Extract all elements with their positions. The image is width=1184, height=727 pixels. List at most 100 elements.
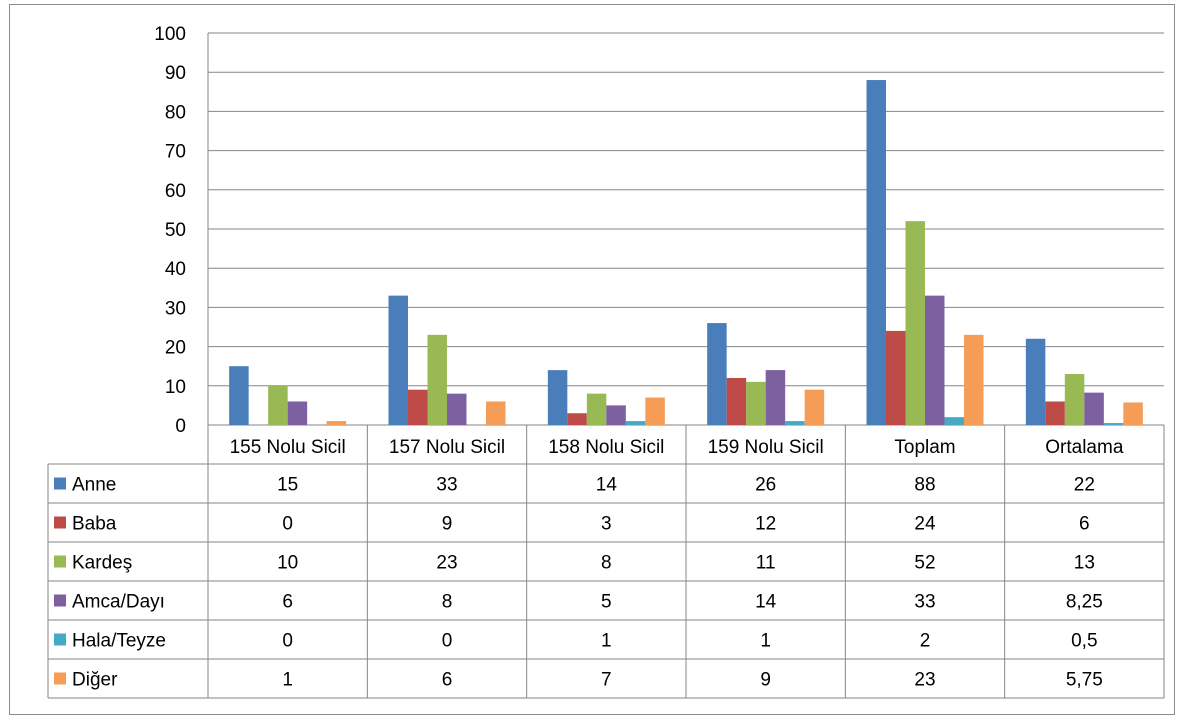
- data-label-2-6: 6: [1079, 514, 1090, 535]
- bar-6-6: [1123, 402, 1143, 425]
- data-label-4-2: 8: [442, 592, 453, 613]
- category-label-1: 155 Nolu Sicil: [230, 437, 346, 458]
- data-label-4-4: 14: [755, 592, 777, 613]
- bar-1-2: [388, 295, 408, 425]
- data-label-2-5: 24: [914, 514, 936, 535]
- bar-5-4: [785, 421, 805, 425]
- bar-6-1: [326, 421, 347, 425]
- bar-4-5: [925, 295, 945, 425]
- bar-3-6: [1064, 374, 1085, 425]
- data-label-5-1: 0: [282, 631, 293, 652]
- bar-3-4: [746, 381, 766, 425]
- data-label-1-5: 88: [914, 475, 935, 496]
- legend-label-6: Diğer: [72, 670, 118, 691]
- bar-1-3: [547, 370, 568, 425]
- bar-3-3: [586, 393, 607, 425]
- bar-5-3: [625, 421, 646, 425]
- data-label-3-2: 23: [436, 553, 457, 574]
- bar-6-4: [804, 389, 825, 425]
- data-label-5-6: 0,5: [1071, 631, 1097, 652]
- category-label-4: 159 Nolu Sicil: [708, 437, 824, 458]
- data-label-5-5: 2: [920, 631, 931, 652]
- data-label-1-3: 14: [596, 475, 618, 496]
- bar-2-5: [886, 330, 906, 425]
- legend-label-3: Kardeş: [72, 553, 132, 574]
- bar-3-2: [427, 334, 447, 425]
- data-label-6-2: 6: [442, 670, 453, 691]
- legend-label-2: Baba: [72, 514, 117, 535]
- legend-label-1: Anne: [72, 475, 116, 496]
- category-label-5: Toplam: [894, 437, 955, 458]
- data-label-6-4: 9: [760, 670, 771, 691]
- y-tick-label-5: 50: [165, 220, 186, 241]
- y-tick-label-1: 10: [165, 377, 186, 398]
- bar-6-5: [964, 334, 984, 425]
- bar-4-6: [1084, 392, 1104, 425]
- data-label-6-6: 5,75: [1066, 670, 1103, 691]
- bar-1-6: [1025, 338, 1046, 425]
- category-label-2: 157 Nolu Sicil: [389, 437, 505, 458]
- y-tick-label-4: 40: [165, 259, 186, 280]
- data-label-1-4: 26: [755, 475, 776, 496]
- bar-3-1: [268, 385, 288, 425]
- bar-2-4: [726, 377, 747, 425]
- y-tick-label-10: 100: [154, 24, 186, 45]
- y-tick-label-8: 80: [165, 102, 186, 123]
- data-label-3-4: 11: [756, 553, 776, 574]
- data-label-3-3: 8: [601, 553, 612, 574]
- bar-2-2: [408, 389, 428, 425]
- y-tick-label-6: 60: [165, 181, 186, 202]
- bar-5-5: [944, 417, 964, 425]
- data-label-4-5: 33: [914, 592, 935, 613]
- data-label-1-1: 15: [277, 475, 298, 496]
- data-label-4-1: 6: [282, 592, 293, 613]
- data-label-2-4: 12: [755, 514, 776, 535]
- legend-label-4: Amca/Dayı: [72, 592, 165, 613]
- category-label-6: Ortalama: [1045, 437, 1124, 458]
- y-tick-label-2: 20: [165, 338, 186, 359]
- data-label-5-2: 0: [442, 631, 453, 652]
- data-label-6-3: 7: [601, 670, 612, 691]
- legend-label-5: Hala/Teyze: [72, 631, 166, 652]
- bar-2-3: [567, 413, 587, 425]
- data-label-5-3: 1: [601, 631, 612, 652]
- bar-2-6: [1045, 401, 1065, 425]
- y-tick-label-9: 90: [165, 63, 186, 84]
- data-label-6-5: 23: [914, 670, 935, 691]
- bar-6-2: [486, 401, 506, 425]
- bar-6-3: [645, 397, 665, 425]
- bar-4-2: [447, 393, 467, 425]
- data-label-6-1: 1: [282, 670, 293, 691]
- bar-1-4: [707, 323, 727, 425]
- data-label-2-3: 3: [601, 514, 612, 535]
- chart-frame: [9, 4, 1175, 715]
- legend-swatch-6: [54, 672, 66, 685]
- data-label-1-6: 22: [1074, 475, 1095, 496]
- bar-4-4: [765, 370, 786, 425]
- data-label-4-6: 8,25: [1066, 592, 1103, 613]
- bar-4-3: [606, 405, 626, 425]
- bar-1-5: [866, 80, 886, 425]
- data-label-1-2: 33: [436, 475, 457, 496]
- bar-5-6: [1103, 423, 1124, 425]
- bar-4-1: [287, 401, 308, 425]
- data-label-2-1: 0: [282, 514, 293, 535]
- data-label-5-4: 1: [760, 631, 771, 652]
- data-label-3-5: 52: [914, 553, 935, 574]
- bar-3-5: [905, 221, 925, 425]
- category-label-3: 158 Nolu Sicil: [548, 437, 664, 458]
- legend-swatch-3: [54, 555, 66, 568]
- data-label-2-2: 9: [442, 514, 453, 535]
- y-tick-label-0: 0: [175, 416, 186, 437]
- legend-swatch-1: [54, 477, 66, 490]
- legend-swatch-2: [54, 516, 66, 529]
- bar-1-1: [229, 366, 249, 425]
- data-label-3-6: 13: [1074, 553, 1095, 574]
- data-label-3-1: 10: [277, 553, 298, 574]
- legend-swatch-4: [54, 594, 66, 607]
- legend-swatch-5: [54, 633, 66, 646]
- y-tick-label-7: 70: [165, 142, 186, 163]
- y-tick-label-3: 30: [165, 298, 186, 319]
- data-label-4-3: 5: [601, 592, 612, 613]
